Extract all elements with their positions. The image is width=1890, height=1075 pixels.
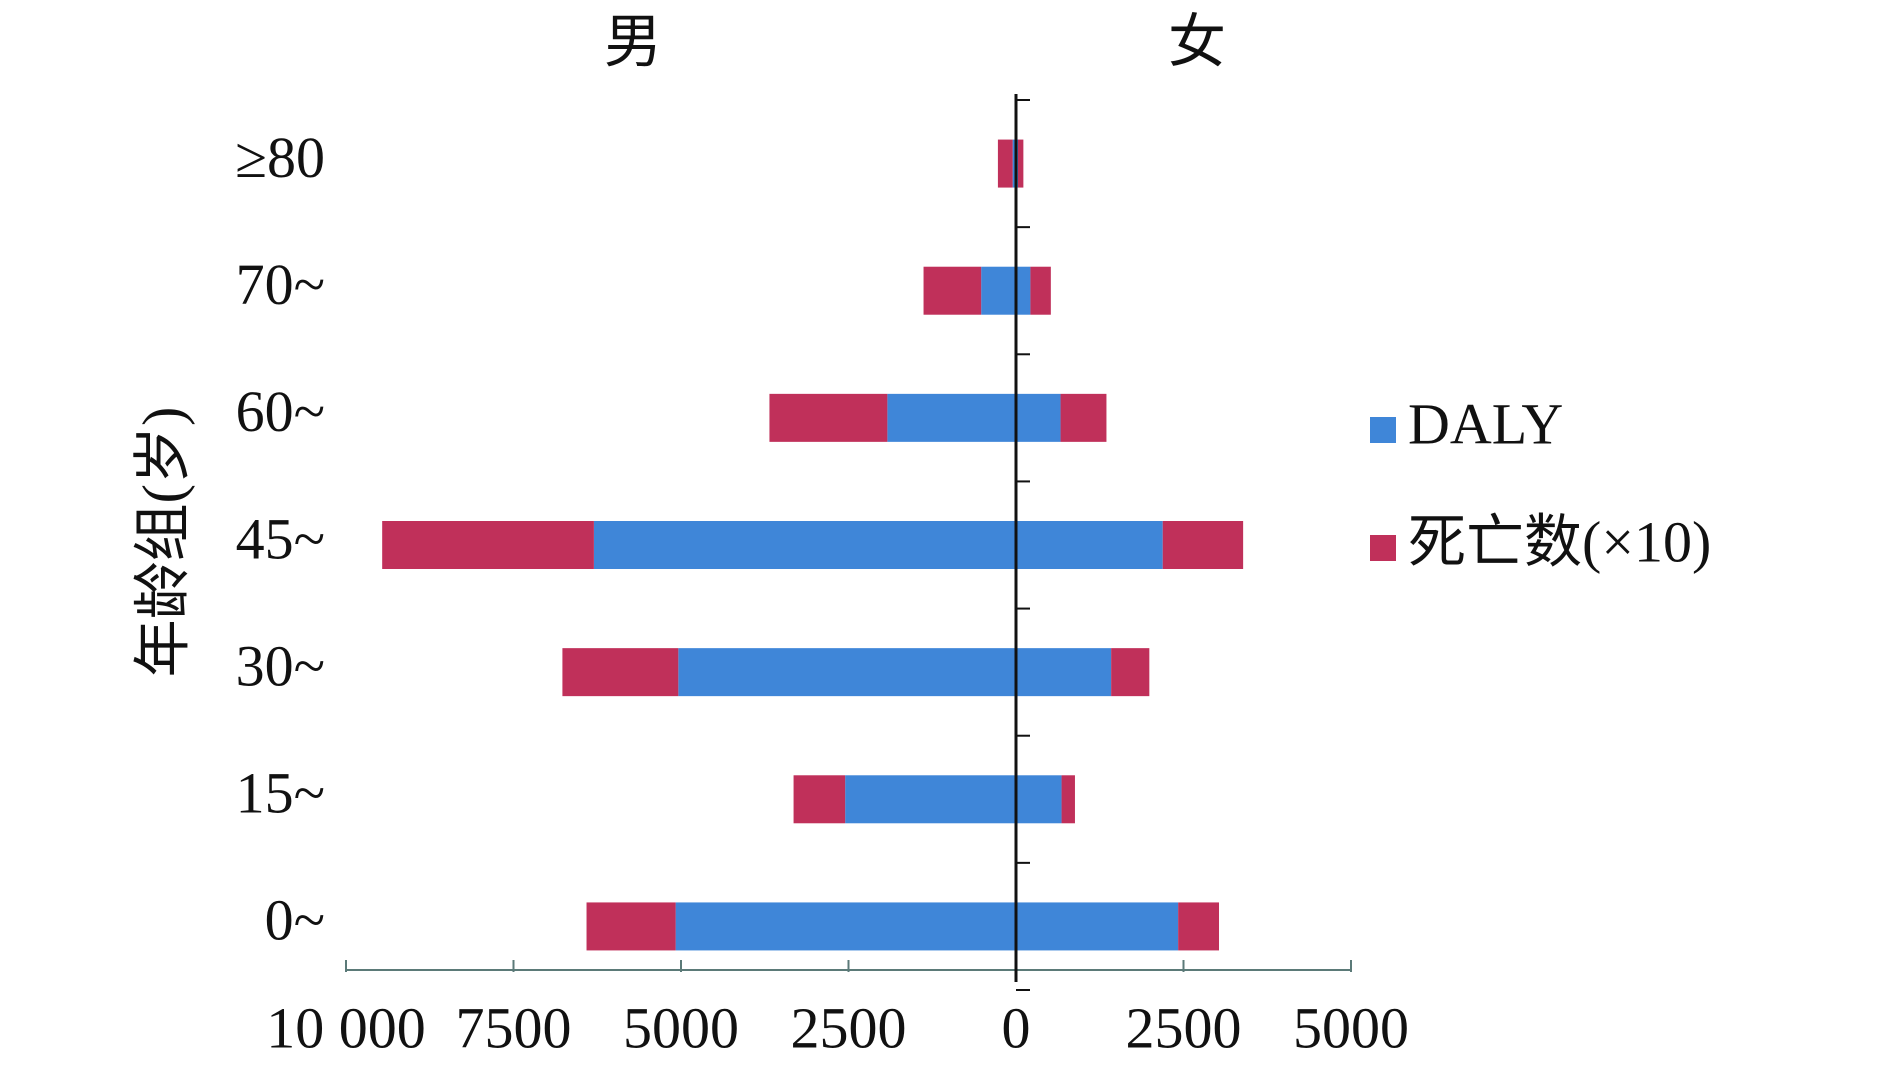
bar	[1016, 521, 1163, 569]
bar	[675, 902, 1016, 951]
x-tick-label: 5000	[623, 995, 739, 1060]
bar	[562, 648, 679, 697]
y-tick-label: 45~	[236, 506, 325, 571]
y-axis-label: 年龄组(岁)	[130, 407, 195, 678]
bar	[1060, 393, 1107, 442]
bar	[586, 902, 676, 951]
bar	[678, 648, 1016, 697]
bar	[1018, 139, 1024, 188]
x-tick-label: 2500	[791, 995, 907, 1060]
legend-swatch	[1370, 417, 1396, 443]
bar	[593, 521, 1016, 569]
bar	[981, 266, 1016, 315]
bar	[769, 393, 888, 442]
x-tick-label: 0	[1002, 995, 1031, 1060]
y-tick-label: 70~	[236, 252, 325, 317]
bar	[997, 139, 1013, 188]
y-tick-label: 60~	[236, 379, 325, 444]
y-tick-label: 30~	[236, 633, 325, 698]
panel-title: 男	[604, 9, 662, 74]
x-tick-label: 10 000	[266, 995, 426, 1060]
y-tick-label: 15~	[236, 761, 325, 826]
bar	[1178, 902, 1220, 951]
x-tick-label: 5000	[1293, 995, 1409, 1060]
bar	[793, 775, 846, 824]
bar	[1030, 266, 1051, 315]
bar	[887, 393, 1016, 442]
bar	[1016, 393, 1061, 442]
y-tick-label: ≥80	[235, 125, 325, 190]
bar	[1016, 775, 1062, 824]
bar	[1111, 648, 1150, 697]
bar	[1016, 266, 1031, 315]
bar	[1061, 775, 1075, 824]
bar	[923, 266, 982, 315]
bar	[1012, 139, 1016, 188]
x-tick-label: 7500	[456, 995, 572, 1060]
bar	[845, 775, 1016, 824]
x-tick-label: 2500	[1126, 995, 1242, 1060]
legend-label: DALY	[1408, 391, 1563, 456]
bar	[382, 521, 594, 569]
bar	[1016, 902, 1179, 951]
legend-swatch	[1370, 535, 1396, 561]
bar	[1016, 648, 1112, 697]
y-tick-label: 0~	[265, 888, 325, 953]
legend-label: 死亡数(×10)	[1408, 509, 1711, 574]
bar	[1162, 521, 1244, 569]
panel-title: 女	[1168, 9, 1226, 74]
